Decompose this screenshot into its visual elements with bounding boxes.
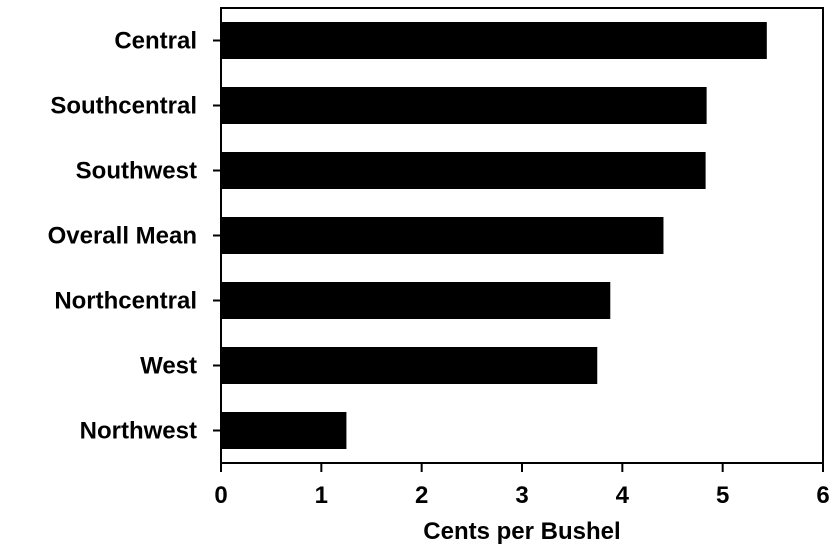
bar-southcentral [221,87,707,124]
y-axis-ticks [213,39,221,432]
category-label: Northwest [80,418,197,445]
x-tick-label: 0 [214,482,227,509]
x-tick-label: 1 [315,482,328,509]
x-tick-label: 5 [716,482,729,509]
bars-group [221,22,767,449]
category-labels: Central Southcentral Southwest Overall Mean… [48,28,197,445]
category-label: Southcentral [50,93,197,120]
x-tick-label: 3 [515,482,528,509]
plot-frame [220,7,824,464]
bar-central [221,22,767,59]
category-label: Northcentral [54,288,197,315]
category-label: Overall Mean [48,223,197,250]
x-axis-ticks: 0 1 2 3 4 5 6 [214,463,830,509]
bar-southwest [221,152,706,189]
x-tick-label: 2 [415,482,428,509]
category-label: Southwest [76,158,197,185]
x-axis-title: Cents per Bushel [423,518,620,545]
bar-northwest [221,412,347,449]
x-tick-label: 4 [616,482,630,509]
category-label: Central [114,28,197,55]
category-label: West [140,353,197,380]
x-tick-label: 6 [816,482,829,509]
bar-northcentral [221,282,611,319]
bar-west [221,347,598,384]
bar-overall-mean [221,217,664,254]
